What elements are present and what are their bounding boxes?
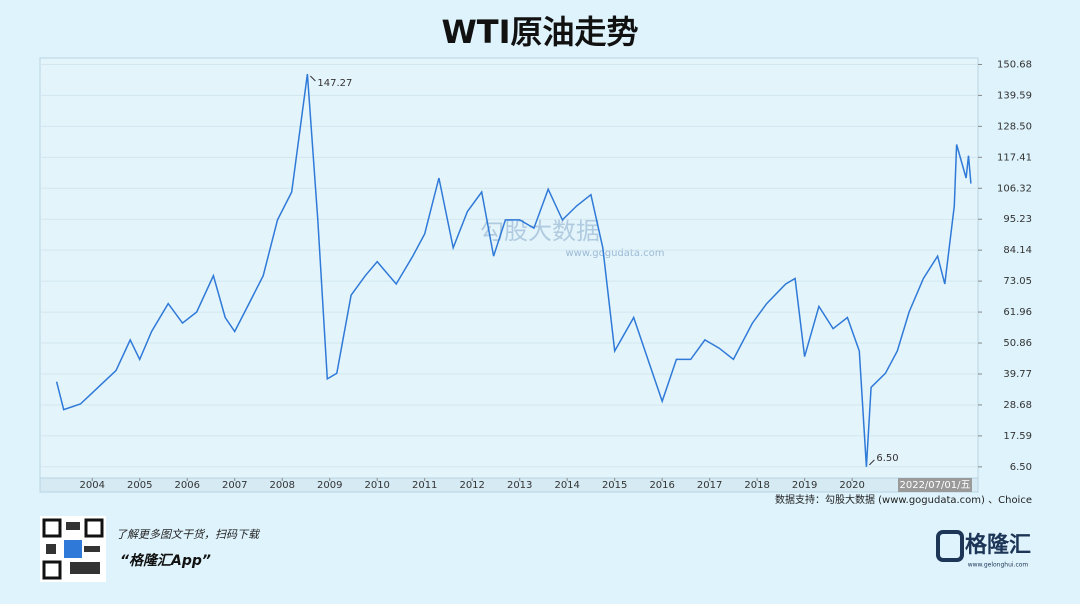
y-tick-label: 106.32 [997, 183, 1032, 194]
y-tick-label: 128.50 [997, 121, 1032, 132]
promo-text: 了解更多图文干货，扫码下载 [116, 528, 261, 541]
y-tick-label: 117.41 [997, 152, 1032, 163]
y-tick-label: 39.77 [1003, 369, 1032, 380]
y-tick-label: 61.96 [1003, 307, 1032, 318]
x-tick-label: 2004 [80, 480, 105, 491]
annotation: 147.27 [317, 78, 352, 89]
annotation: 6.50 [876, 453, 898, 464]
watermark: 勾股大数据 [480, 217, 600, 245]
y-tick-label: 139.59 [997, 90, 1032, 101]
annotation-arrow [869, 459, 875, 466]
x-tick-label: 2016 [649, 480, 674, 491]
x-tick-label: 2011 [412, 480, 437, 491]
x-tick-label: 2005 [127, 480, 152, 491]
y-tick-label: 73.05 [1003, 276, 1032, 287]
logo-icon [936, 530, 964, 562]
y-tick-label: 50.86 [1003, 338, 1032, 349]
x-tick-label: 2014 [554, 480, 579, 491]
plot-area [39, 57, 979, 479]
x-tick-label: 2012 [459, 480, 484, 491]
x-tick-label: 2020 [839, 480, 864, 491]
y-tick-label: 28.68 [1003, 400, 1032, 411]
x-tick-label: 2019 [792, 480, 817, 491]
y-tick-label: 95.23 [1003, 214, 1032, 225]
cursor-label: 2022/07/01/五 [899, 480, 970, 491]
y-tick-label: 6.50 [1010, 462, 1032, 473]
x-tick-label: 2009 [317, 480, 342, 491]
logo-url: www.gelonghui.com [968, 562, 1029, 569]
price-line [55, 73, 972, 467]
app-name: “格隆汇App” [120, 552, 211, 569]
x-axis-strip [39, 477, 979, 493]
x-tick-label: 2008 [269, 480, 294, 491]
x-tick-label: 2018 [744, 480, 769, 491]
x-tick-label: 2006 [175, 480, 200, 491]
x-tick-label: 2007 [222, 480, 247, 491]
source: 数据支持：勾股大数据 (www.gogudata.com) 、Choice [775, 493, 1032, 506]
x-tick-label: 2013 [507, 480, 532, 491]
watermark-url: www.gogudata.com [565, 248, 664, 259]
y-tick-label: 84.14 [1003, 245, 1032, 256]
logo: 格隆汇 [965, 532, 1031, 558]
annotation-arrow [310, 75, 316, 82]
cursor-box [898, 478, 972, 492]
y-tick-label: 150.68 [997, 59, 1032, 70]
y-tick-label: 17.59 [1003, 431, 1032, 442]
chart-title: WTI原油走势 [441, 13, 638, 51]
x-tick-label: 2015 [602, 480, 627, 491]
qr-code [40, 516, 106, 582]
x-tick-label: 2017 [697, 480, 722, 491]
x-tick-label: 2010 [364, 480, 389, 491]
